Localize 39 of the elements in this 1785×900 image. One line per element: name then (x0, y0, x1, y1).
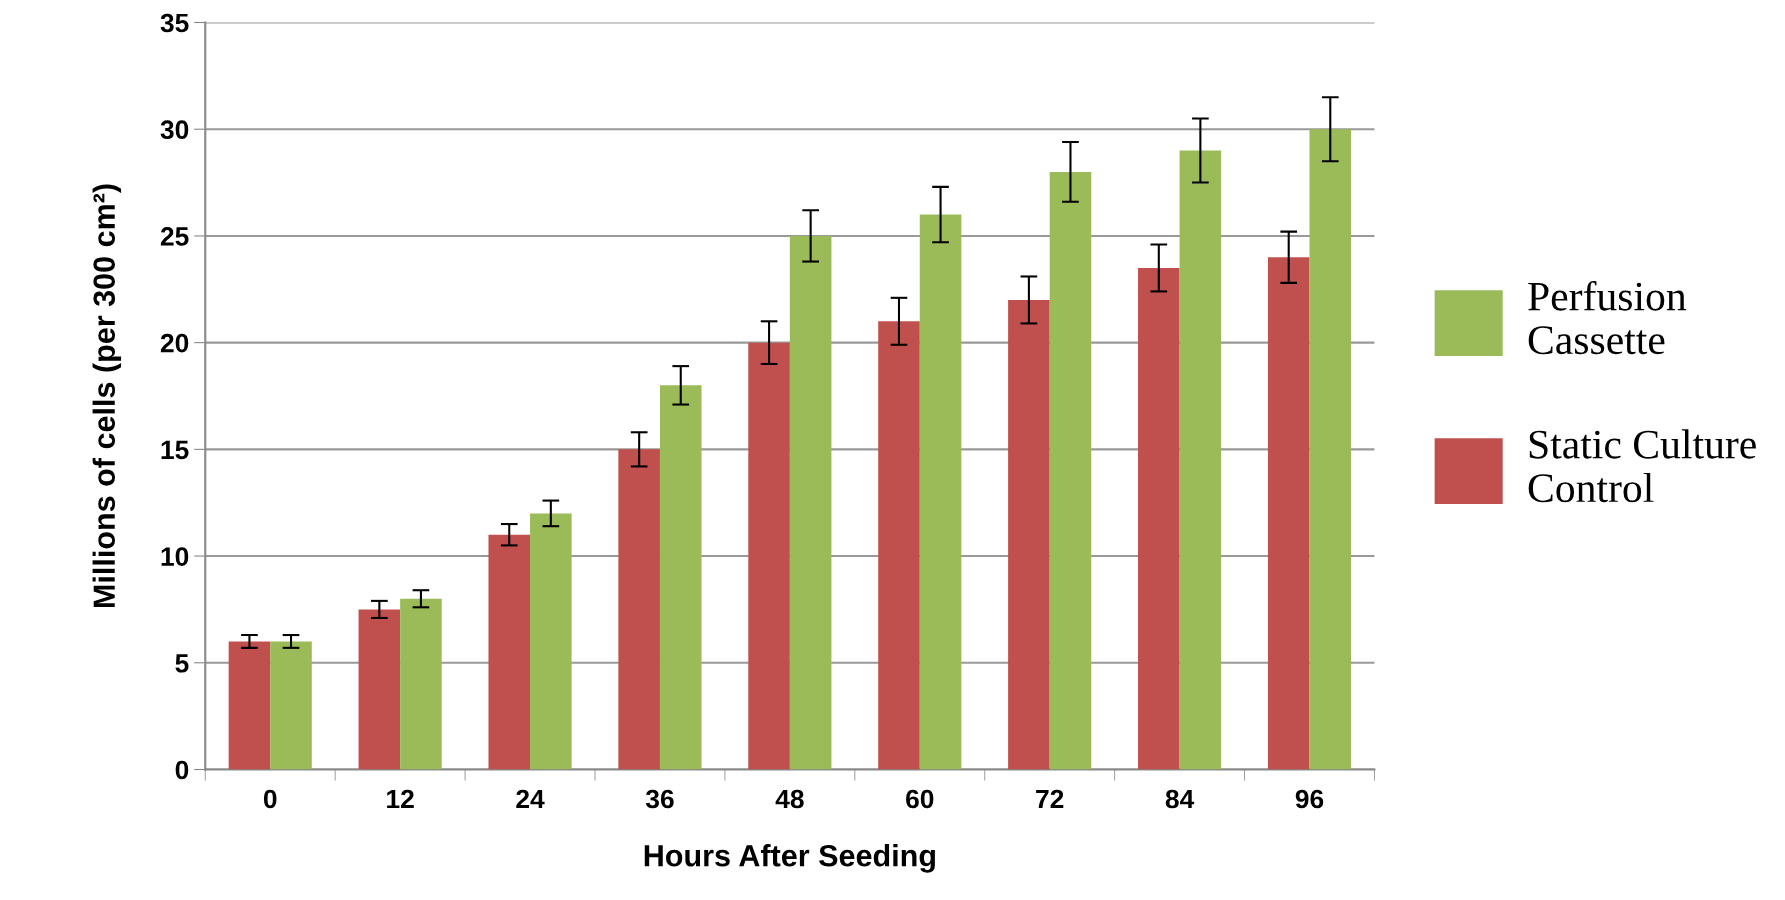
x-tick-label: 0 (263, 789, 277, 809)
y-tick-label: 30 (160, 120, 189, 140)
bar (270, 641, 312, 770)
y-tick-label: 35 (160, 13, 189, 33)
bar (228, 641, 271, 770)
y-tick-label: 0 (175, 760, 189, 780)
bar (1049, 171, 1092, 770)
x-tick-label: 60 (906, 789, 934, 809)
x-tick-label: 36 (645, 789, 674, 809)
y-tick-label: 20 (160, 333, 189, 353)
bar (748, 342, 790, 770)
bar (1008, 299, 1050, 770)
y-tick-label: 5 (175, 654, 189, 673)
bar (919, 214, 962, 770)
legend-label: Perfusion Cassette (1528, 280, 1687, 355)
y-tick-label: 25 (160, 227, 189, 246)
bar (878, 321, 920, 770)
bar (400, 598, 442, 770)
bar (1309, 129, 1352, 770)
x-axis-title: Hours After Seeding (644, 844, 935, 873)
x-tick-label: 48 (775, 789, 804, 809)
x-tick-label: 72 (1036, 789, 1064, 809)
bar (1179, 150, 1222, 770)
x-tick-label: 12 (387, 789, 414, 809)
x-tick-label: 96 (1295, 789, 1324, 809)
y-tick-label: 10 (161, 547, 189, 566)
x-tick-label: 84 (1165, 789, 1195, 809)
bar (659, 385, 702, 770)
bar (1138, 267, 1180, 770)
bar (530, 513, 572, 770)
bar (358, 609, 401, 770)
bar (618, 449, 660, 770)
y-axis-title: Millions of cells (per 300 cm²) (92, 184, 122, 608)
x-tick-label: 24 (516, 789, 545, 809)
bar (1267, 257, 1310, 770)
bar (789, 235, 832, 770)
bar (488, 534, 531, 770)
y-tick-label: 15 (161, 440, 189, 460)
legend-label: Static Culture Control (1528, 429, 1756, 503)
